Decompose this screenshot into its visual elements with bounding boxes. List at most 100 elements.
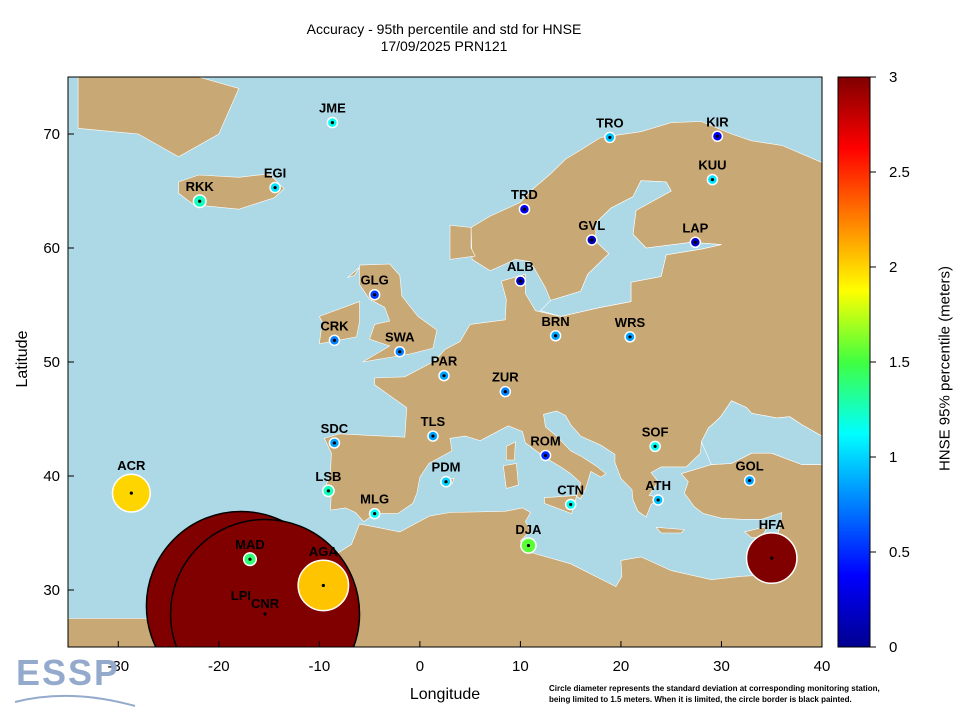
station-dot-aga (321, 583, 325, 588)
station-label-trd: TRD (511, 187, 538, 202)
station-dot-alb (518, 279, 523, 283)
y-axis-label: Latitude (14, 330, 31, 388)
station-circle-cnr (169, 518, 361, 647)
station-label-sof: SOF (642, 424, 669, 439)
axes: -30 -20 -10 0 10 20 30 40 30 40 50 60 70 (43, 126, 830, 675)
station-dot-jme (330, 121, 335, 125)
station-label-hfa: HFA (759, 517, 786, 532)
station-dot-mad (248, 557, 252, 561)
station-label-gol: GOL (736, 459, 764, 474)
footnote-line1: Circle diameter represents the standard … (549, 684, 880, 693)
x-tick-label: -20 (208, 658, 230, 675)
colorbar-tick-label: 1.5 (889, 354, 910, 371)
station-dot-kuu (710, 178, 715, 182)
station-dot-crk (332, 338, 337, 342)
station-label-lap: LAP (682, 220, 708, 235)
station-label-rom: ROM (530, 433, 560, 448)
y-tick-label: 40 (43, 468, 60, 485)
station-dot-cnr (263, 612, 267, 616)
chart-title: Accuracy - 95th percentile and std for H… (306, 21, 582, 37)
station-dot-glg (373, 293, 377, 297)
station-dot-dja (526, 543, 531, 548)
land-shape-9 (655, 526, 685, 534)
station-label-ctn: CTN (557, 483, 584, 498)
land-shape-6 (502, 463, 519, 489)
station-dot-tro (608, 135, 612, 140)
station-label-sdc: SDC (321, 421, 349, 436)
station-label-par: PAR (431, 354, 458, 369)
station-label-kir: KIR (706, 114, 729, 129)
land-shape-2 (359, 263, 438, 363)
chart-subtitle: 17/09/2025 PRN121 (380, 38, 508, 54)
station-label-cnr: CNR (251, 596, 280, 611)
station-dot-zur (503, 390, 507, 394)
water-shape-1 (701, 400, 822, 465)
station-dot-sof (653, 444, 657, 448)
y-tick-label: 60 (43, 240, 60, 257)
station-label-gvl: GVL (578, 218, 605, 233)
station-label-tro: TRO (596, 115, 623, 130)
station-label-ath: ATH (645, 478, 671, 493)
x-tick-label: 40 (814, 658, 831, 675)
land-shape-1 (77, 77, 240, 158)
station-label-kuu: KUU (698, 158, 726, 173)
footnote-line2: being limited to 1.5 meters. When it is … (549, 695, 852, 704)
station-label-acr: ACR (117, 458, 146, 473)
station-label-zur: ZUR (492, 370, 519, 385)
station-label-glg: GLG (361, 273, 389, 288)
land-shape-13 (347, 267, 360, 278)
station-dot-lsb (326, 489, 330, 493)
station-dot-sdc (332, 441, 337, 445)
station-label-mlg: MLG (360, 492, 389, 507)
essp-logo: ESSP (16, 652, 121, 693)
station-label-dja: DJA (515, 522, 542, 537)
station-dot-wrs (628, 335, 632, 339)
station-dot-tls (431, 434, 435, 438)
colorbar-tick-label: 0.5 (889, 544, 910, 561)
colorbar (837, 76, 871, 648)
colorbar-tick-label: 2.5 (889, 164, 910, 181)
y-tick-label: 50 (43, 354, 60, 371)
x-axis-label: Longitude (409, 686, 481, 703)
station-layer: JME TRO KIR KUU RKK EGI TRD GVL LAP ALB GLG CRK SWA B… (111, 101, 798, 647)
water-shape-0 (539, 180, 722, 317)
y-tick-label: 30 (43, 582, 60, 599)
land-shape-3 (318, 301, 360, 345)
station-label-lpi: LPI (231, 588, 251, 603)
colorbar-ticks: 0 0.5 1 1.5 2 2.5 3 (870, 69, 910, 656)
colorbar-tick-label: 1 (889, 449, 897, 466)
land-shape-5 (449, 224, 476, 260)
station-dot-swa (398, 350, 402, 354)
station-label-alb: ALB (507, 259, 534, 274)
colorbar-tick-label: 3 (889, 69, 897, 86)
x-tick-label: 10 (512, 658, 529, 675)
logo-swoosh-icon (14, 694, 136, 707)
station-dot-brn (553, 334, 558, 338)
land-layer (68, 77, 822, 647)
station-label-pdm: PDM (432, 460, 461, 475)
colorbar-label: HNSE 95% percentile (meters) (936, 265, 954, 472)
x-tick-label: 0 (416, 658, 424, 675)
x-tick-label: 30 (713, 658, 730, 675)
x-tick-label: -10 (308, 658, 330, 675)
station-dot-ctn (569, 502, 573, 507)
station-dot-mlg (373, 512, 377, 516)
station-label-mad: MAD (235, 537, 265, 552)
station-dot-trd (522, 207, 527, 211)
station-dot-par (442, 374, 446, 378)
colorbar-tick-label: 0 (889, 639, 897, 656)
y-tick-label: 70 (43, 126, 60, 143)
station-dot-acr (129, 491, 133, 495)
x-tick-label: 20 (613, 658, 630, 675)
station-dot-hfa (770, 556, 774, 560)
station-label-swa: SWA (385, 330, 415, 345)
x-tick-label: -30 (107, 658, 129, 675)
land-shape-7 (506, 441, 516, 461)
station-label-jme: JME (319, 101, 346, 116)
station-dot-gvl (590, 238, 594, 242)
station-dot-rom (543, 453, 548, 458)
station-label-brn: BRN (542, 314, 570, 329)
station-dot-gol (748, 478, 752, 483)
station-dot-kir (715, 134, 720, 138)
